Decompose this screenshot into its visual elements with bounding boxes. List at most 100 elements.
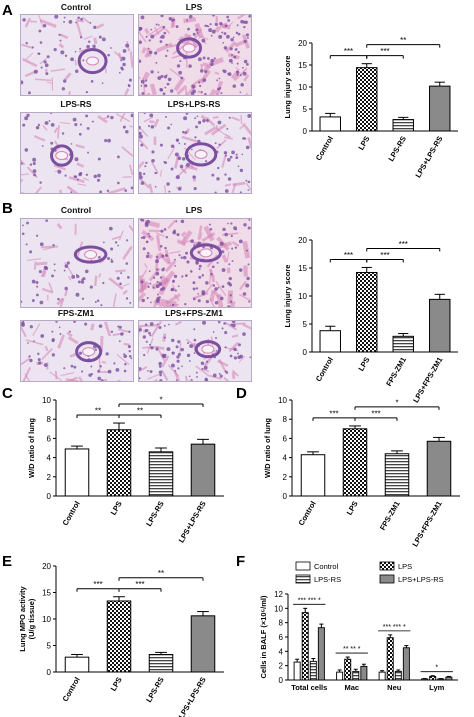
cell-nucleus	[159, 276, 163, 279]
cell-nucleus	[231, 260, 234, 263]
cell-nucleus	[192, 32, 196, 36]
alveolar-wall	[101, 361, 107, 364]
alveolar-wall	[231, 334, 239, 338]
cell-nucleus	[25, 243, 28, 246]
alveolar-wall	[141, 229, 155, 242]
alveolar-wall	[247, 137, 251, 149]
cell-nucleus	[187, 342, 189, 345]
cell-nucleus	[170, 287, 175, 292]
cell-nucleus	[233, 347, 237, 352]
alveolar-wall	[119, 113, 126, 122]
x-tick-label: Total cells	[291, 683, 327, 692]
cell-nucleus	[205, 360, 209, 363]
bronchiole-lumen	[199, 248, 213, 258]
cell-nucleus	[170, 144, 175, 149]
alveolar-wall	[50, 68, 66, 72]
cell-nucleus	[227, 222, 229, 225]
cell-nucleus	[224, 24, 228, 28]
bar	[356, 271, 378, 353]
alveolar-wall	[147, 373, 160, 380]
cell-nucleus	[145, 240, 149, 244]
cell-nucleus	[102, 281, 105, 285]
cell-nucleus	[60, 50, 65, 55]
cell-nucleus	[107, 138, 111, 143]
alveolar-wall	[223, 376, 232, 381]
cell-nucleus	[122, 125, 126, 129]
cell-nucleus	[143, 172, 146, 175]
cell-nucleus	[145, 35, 148, 38]
y-tick-label: 20	[298, 39, 307, 48]
cell-nucleus	[196, 31, 199, 34]
cell-nucleus	[147, 47, 150, 50]
alveolar-wall	[185, 51, 188, 68]
cell-nucleus	[68, 20, 73, 24]
cell-nucleus	[230, 222, 233, 225]
cell-nucleus	[235, 153, 238, 156]
y-tick-label: 6	[279, 633, 284, 642]
alveolar-wall	[215, 16, 218, 22]
cell-nucleus	[192, 281, 196, 285]
cell-nucleus	[192, 89, 196, 94]
cell-nucleus	[248, 15, 251, 18]
cell-nucleus	[130, 357, 133, 360]
cell-nucleus	[164, 86, 167, 89]
significance-label: *	[435, 665, 438, 672]
cell-nucleus	[221, 327, 224, 330]
panel-letter-d: D	[236, 385, 247, 402]
cell-nucleus	[145, 161, 148, 164]
significance-label: **	[95, 407, 101, 416]
cell-nucleus	[141, 298, 145, 303]
cell-nucleus	[233, 55, 237, 59]
cell-nucleus	[156, 323, 159, 326]
cell-nucleus	[173, 229, 176, 233]
bar	[392, 119, 414, 132]
alveolar-wall	[139, 184, 140, 188]
cell-nucleus	[217, 166, 220, 170]
cell-nucleus	[168, 190, 171, 193]
x-tick-label: Control	[61, 500, 82, 528]
cell-nucleus	[180, 76, 184, 80]
cell-nucleus	[227, 177, 232, 181]
cell-nucleus	[188, 64, 192, 68]
cell-nucleus	[243, 223, 247, 227]
alveolar-wall	[239, 280, 247, 291]
cell-nucleus	[227, 305, 231, 307]
alveolar-wall	[164, 28, 171, 34]
cell-nucleus	[174, 289, 177, 292]
alveolar-wall	[98, 272, 102, 278]
alveolar-wall	[57, 125, 60, 139]
cell-nucleus	[127, 276, 130, 279]
alveolar-wall	[169, 250, 181, 254]
cell-nucleus	[209, 227, 213, 231]
cell-nucleus	[124, 189, 128, 192]
alveolar-wall	[195, 365, 210, 377]
cell-nucleus	[77, 280, 81, 284]
cell-nucleus	[33, 340, 35, 342]
cell-nucleus	[125, 43, 130, 48]
cell-nucleus	[150, 70, 154, 74]
cell-nucleus	[194, 117, 197, 120]
cell-nucleus	[229, 155, 233, 159]
cell-nucleus	[156, 296, 160, 301]
cell-nucleus	[139, 125, 141, 130]
cell-nucleus	[216, 261, 219, 264]
cell-nucleus	[176, 355, 180, 359]
bronchiole	[73, 245, 108, 264]
cell-nucleus	[195, 28, 199, 32]
cell-nucleus	[149, 370, 153, 373]
cell-nucleus	[184, 302, 187, 306]
cell-nucleus	[93, 174, 97, 179]
y-tick-label: 8	[283, 415, 288, 424]
cell-nucleus	[33, 173, 37, 177]
legend-label: LPS	[398, 562, 412, 571]
bar	[301, 612, 309, 681]
alveolar-wall	[25, 339, 44, 346]
x-tick-label: LPS	[345, 500, 360, 517]
cell-nucleus	[70, 191, 73, 193]
cell-nucleus	[221, 250, 225, 254]
cell-nucleus	[75, 21, 77, 24]
cell-nucleus	[32, 162, 36, 166]
cell-nucleus	[24, 116, 29, 121]
cell-nucleus	[208, 28, 213, 33]
bar	[148, 451, 174, 497]
